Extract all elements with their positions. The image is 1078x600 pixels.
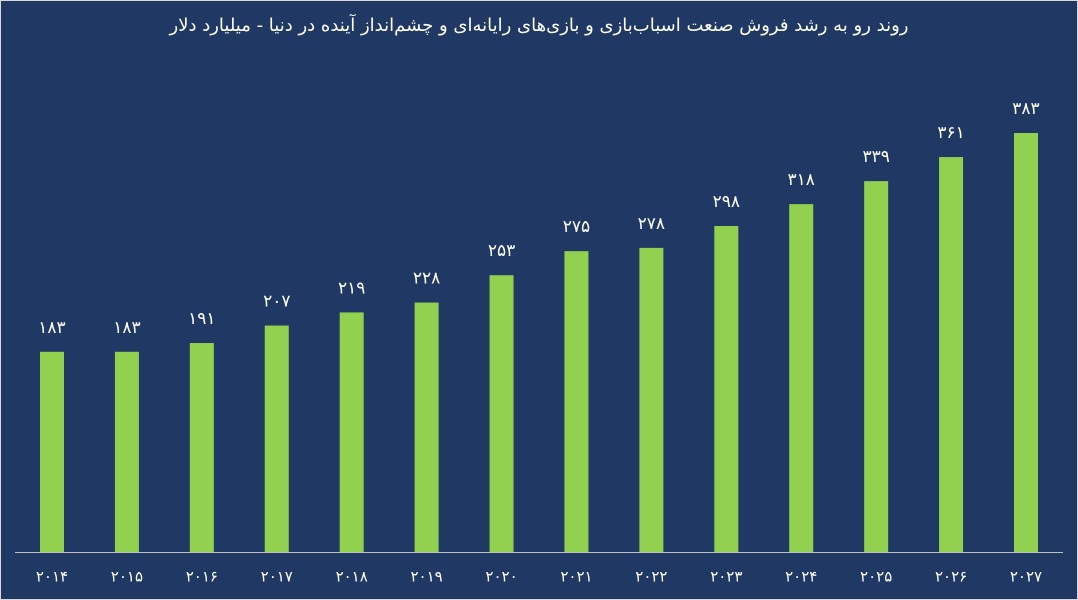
value-label: ۳۳۹: [862, 147, 889, 167]
value-label: ۲۰۷: [263, 292, 290, 312]
value-label: ۳۱۸: [788, 170, 815, 190]
value-label: ۲۲۸: [413, 269, 440, 289]
value-label: ۲۵۳: [488, 241, 515, 261]
bar: [564, 251, 589, 553]
bar: [264, 325, 289, 552]
bar: [714, 225, 739, 552]
x-tick-label: ۲۰۲۵: [860, 568, 892, 586]
x-tick-label: ۲۰۲۶: [935, 568, 967, 586]
x-tick-label: ۲۰۱۹: [410, 568, 442, 586]
x-tick-label: ۲۰۲۴: [785, 568, 817, 586]
chart-title: روند رو به رشد فروش صنعت اسباب‌بازی و با…: [169, 13, 909, 36]
value-label: ۲۷۸: [638, 214, 665, 234]
bar: [789, 204, 814, 552]
x-tick-label: ۲۰۲۲: [635, 568, 667, 586]
x-tick-label: ۲۰۱۵: [111, 568, 143, 586]
value-label: ۲۷۵: [563, 217, 590, 237]
value-label: ۱۹۱: [188, 309, 215, 329]
x-tick-label: ۲۰۲۰: [485, 568, 517, 586]
bar: [114, 351, 139, 552]
x-tick-label: ۲۰۲۷: [1010, 568, 1042, 586]
x-tick-label: ۲۰۱۷: [261, 568, 293, 586]
value-label: ۲۹۸: [713, 192, 740, 212]
bar: [939, 157, 964, 553]
value-label: ۳۶۱: [937, 123, 964, 143]
x-tick-label: ۲۰۲۳: [710, 568, 742, 586]
value-label: ۱۸۳: [113, 318, 140, 338]
x-tick-label: ۲۰۱۸: [336, 568, 368, 586]
bar: [339, 312, 364, 552]
value-label: ۲۱۹: [338, 278, 365, 298]
value-label: ۱۸۳: [38, 318, 65, 338]
bar: [489, 275, 514, 552]
bar: [40, 351, 64, 552]
x-tick-label: ۲۰۱۶: [186, 568, 218, 586]
bar: [639, 247, 664, 552]
bar: [864, 181, 889, 552]
x-tick-label: ۲۰۱۴: [36, 568, 68, 586]
bar: [1014, 133, 1038, 552]
bar: [414, 302, 439, 552]
bar: [189, 343, 214, 552]
value-label: ۳۸۳: [1012, 99, 1039, 119]
x-tick-label: ۲۰۲۱: [560, 568, 592, 586]
